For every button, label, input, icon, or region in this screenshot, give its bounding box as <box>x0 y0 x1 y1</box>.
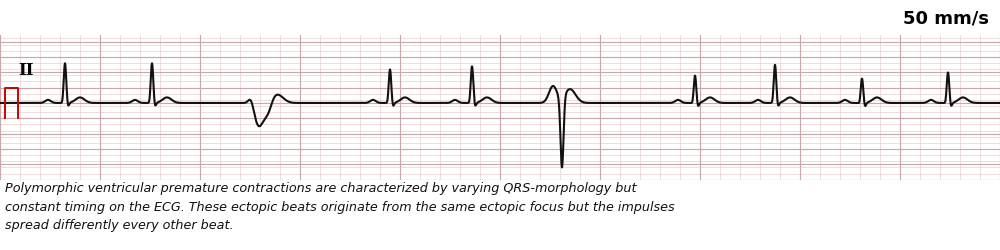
Text: PVCs - polymorphic: PVCs - polymorphic <box>8 9 204 27</box>
Text: 50 mm/s: 50 mm/s <box>903 9 989 27</box>
Text: Polymorphic ventricular premature contractions are characterized by varying QRS-: Polymorphic ventricular premature contra… <box>5 182 675 231</box>
Text: II: II <box>18 62 34 79</box>
